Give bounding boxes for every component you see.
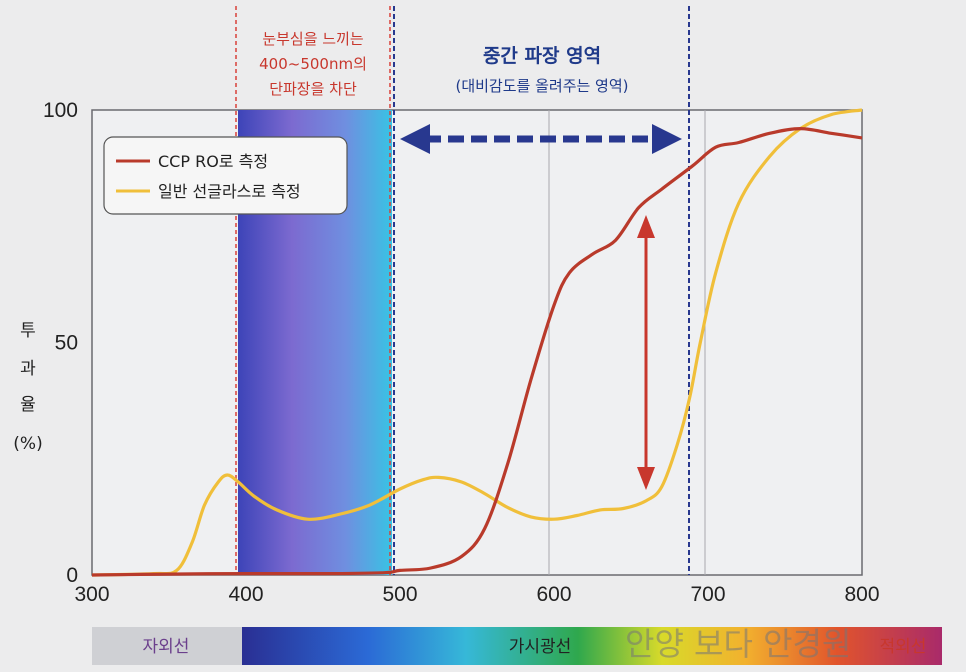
mid-region-subtitle: (대비감도를 올려주는 영역) [455, 77, 628, 95]
x-tick-label: 300 [74, 583, 109, 606]
ylabel-char-4: (%) [13, 434, 42, 454]
ylabel-char-1: 투 [20, 321, 36, 341]
spectrum-visible-label: 가시광선 [509, 637, 572, 657]
x-tick-label: 600 [536, 583, 571, 606]
legend-label-normal: 일반 선글라스로 측정 [158, 182, 301, 201]
y-tick-label: 50 [55, 332, 78, 355]
series-line-ccp-ro [91, 127, 863, 577]
x-tick-label: 700 [690, 583, 725, 606]
blocking-annotation-line2: 400~500nm의 [259, 55, 367, 73]
watermark: 안양 보다 안경원 [625, 625, 851, 663]
legend-label-ccp: CCP RO로 측정 [158, 152, 268, 171]
spectrum-ir-label: 적외선 [880, 637, 927, 657]
blocking-annotation-line3: 단파장을 차단 [269, 80, 357, 98]
spectrum-visible-segment [242, 627, 942, 665]
spectrum-uv-segment [92, 627, 242, 665]
series-line-normal-sunglasses [91, 108, 863, 577]
x-tick-label: 500 [382, 583, 417, 606]
x-tick-label: 800 [844, 583, 879, 606]
ylabel-char-2: 과 [20, 359, 36, 379]
ylabel-char-3: 율 [20, 395, 36, 415]
mid-region-arrow [400, 124, 682, 154]
y-tick-label: 0 [66, 564, 78, 587]
blocking-annotation-line1: 눈부심을 느끼는 [262, 30, 364, 48]
legend: CCP RO로 측정 일반 선글라스로 측정 [103, 136, 348, 215]
difference-arrow [637, 215, 655, 490]
x-tick-label: 400 [228, 583, 263, 606]
y-tick-label: 100 [43, 99, 78, 122]
mid-region-title: 중간 파장 영역 [483, 45, 601, 67]
spectrum-uv-label: 자외선 [143, 637, 190, 657]
